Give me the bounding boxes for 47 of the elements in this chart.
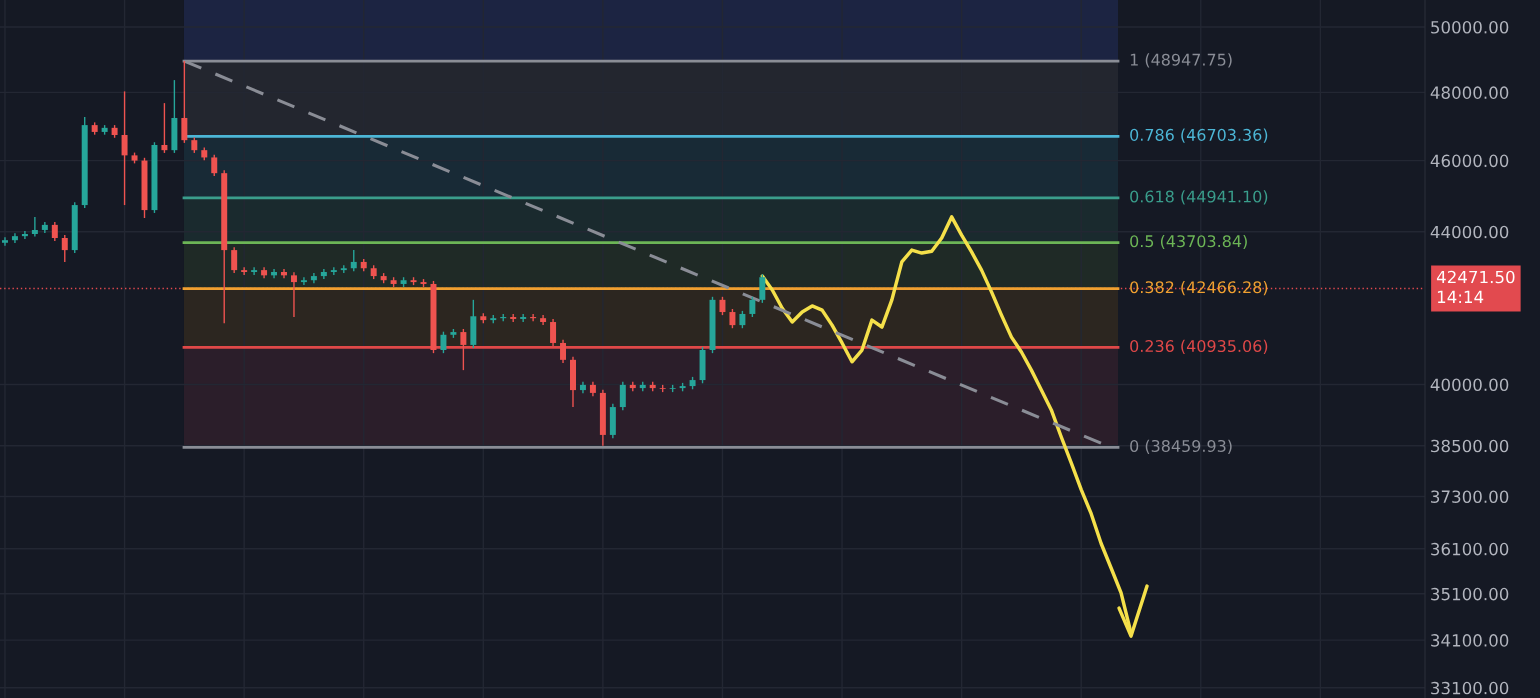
- y-tick-label: 34100.00: [1431, 634, 1509, 647]
- candlestick: [290, 271, 297, 318]
- candlestick: [440, 330, 447, 354]
- candlestick: [211, 153, 218, 177]
- y-tick-label: 37300.00: [1431, 490, 1509, 503]
- ref-line-label: 0.382 (42466.28): [1130, 280, 1268, 296]
- candlestick: [251, 266, 258, 276]
- ref-line-label: 0.618 (44941.10): [1130, 190, 1268, 205]
- candlestick: [550, 318, 557, 347]
- candlestick: [61, 234, 68, 263]
- candlestick: [51, 221, 58, 242]
- candlestick: [241, 266, 248, 276]
- y-tick-label: 48000.00: [1430, 86, 1509, 99]
- candlestick: [1, 236, 8, 247]
- candlestick: [749, 296, 756, 318]
- candlestick: [31, 216, 38, 238]
- y-tick-label: 44000.00: [1430, 225, 1509, 239]
- candlestick: [121, 90, 128, 206]
- y-tick-label: 50000.00: [1431, 20, 1509, 34]
- candlestick: [619, 380, 626, 412]
- candlestick: [21, 230, 28, 240]
- candlestick: [330, 266, 337, 276]
- y-tick-label: 40000.00: [1430, 378, 1509, 392]
- candlestick: [181, 60, 188, 144]
- ref-line-label: 42471.50 14:14: [1436, 270, 1515, 303]
- candlestick: [350, 249, 357, 272]
- ref-line-label: 1 (48947.75): [1130, 53, 1232, 68]
- ref-line-label: 0.236 (40935.06): [1130, 339, 1268, 354]
- candlestick: [729, 308, 736, 329]
- candlestick: [460, 328, 467, 371]
- candlestick: [560, 339, 567, 364]
- y-tick-label: 36100.00: [1431, 542, 1509, 556]
- candlestick: [520, 313, 527, 323]
- ref-line-label: 0.786 (46703.36): [1130, 128, 1268, 143]
- candlestick: [161, 102, 168, 154]
- candlestick: [271, 268, 278, 280]
- candlestick: [719, 296, 726, 316]
- y-tick-label: 33100.00: [1431, 681, 1509, 695]
- y-tick-label: 46000.00: [1430, 154, 1509, 168]
- candlestick: [759, 273, 766, 304]
- candlestick: [300, 276, 307, 286]
- ref-line-label: 0 (38459.93): [1130, 439, 1232, 454]
- candlestick: [231, 246, 238, 274]
- y-tick-label: 38500.00: [1431, 439, 1509, 453]
- y-tick-label: 35100.00: [1431, 587, 1509, 601]
- candlestick: [281, 268, 287, 280]
- ref-line-label: 0.5 (43703.84): [1130, 234, 1247, 250]
